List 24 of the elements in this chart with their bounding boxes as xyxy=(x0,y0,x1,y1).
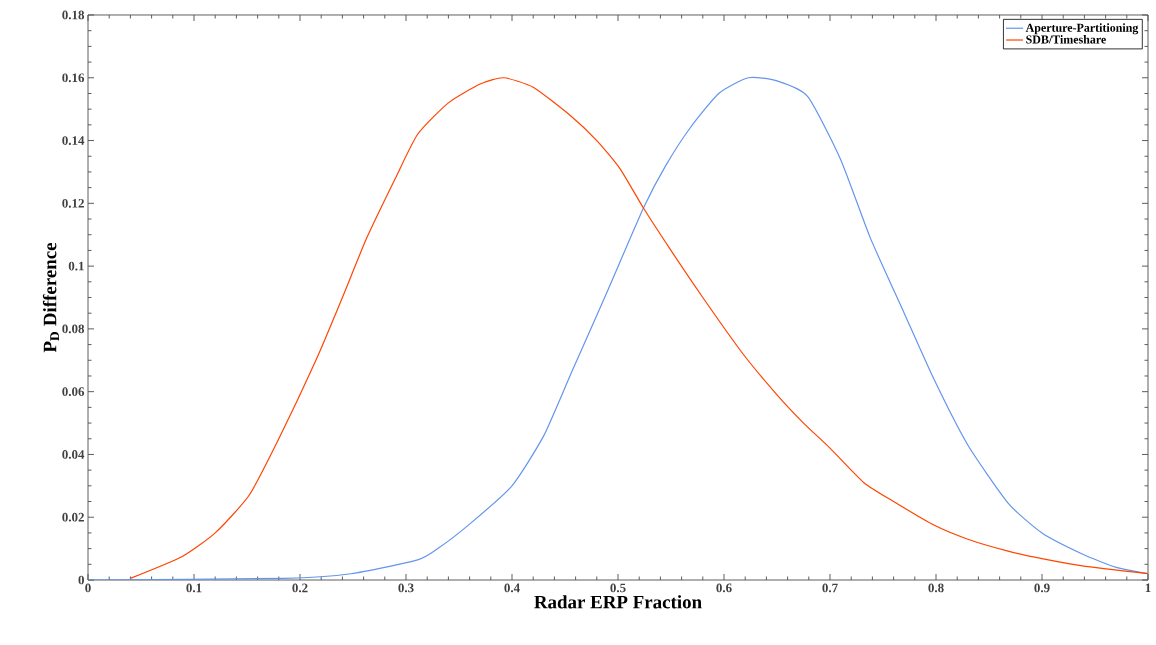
y-tick-label: 0.12 xyxy=(62,198,84,208)
y-tick-label: 0.04 xyxy=(62,450,85,459)
y-tick-label: 0.1 xyxy=(68,261,84,271)
x-tick-label: 0.1 xyxy=(186,583,202,593)
y-tick-label: 0.14 xyxy=(62,136,85,145)
y-tick-label: 0.08 xyxy=(62,324,85,334)
y-tick-label: 0.16 xyxy=(62,73,85,83)
x-tick-label: 0.7 xyxy=(822,583,838,593)
x-tick-label: 0.8 xyxy=(928,583,944,593)
x-axis-title: Radar ERP Fraction xyxy=(534,595,702,609)
y-axis-title: P$_{D}$ Difference xyxy=(42,242,59,353)
legend-label: SDB/Timeshare xyxy=(1026,35,1106,44)
x-tick-label: 0.6 xyxy=(716,583,732,593)
y-tick-label: 0.06 xyxy=(62,387,85,397)
legend-label: Aperture-Partitioning xyxy=(1025,23,1139,35)
y-tick-label: 0.18 xyxy=(62,10,85,20)
x-tick-label: 0.5 xyxy=(610,583,626,593)
y-tick-label: 0.02 xyxy=(62,512,84,522)
x-tick-label: 1 xyxy=(1145,583,1151,593)
x-tick-label: 0.9 xyxy=(1034,583,1050,593)
x-tick-label: 0.3 xyxy=(398,583,414,593)
y-tick-label: 0 xyxy=(78,575,84,585)
x-tick-label: 0.2 xyxy=(292,583,308,593)
x-tick-label: 0.4 xyxy=(504,583,520,593)
